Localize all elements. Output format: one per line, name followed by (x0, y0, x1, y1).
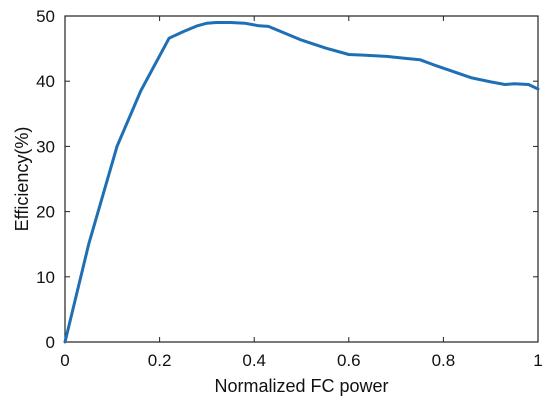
y-axis: 0 10 20 30 40 50 (36, 7, 538, 352)
axes-box (64, 15, 539, 343)
y-tick-label: 0 (46, 333, 55, 352)
x-tick-label: 0.8 (432, 351, 456, 370)
x-axis-label: Normalized FC power (214, 376, 388, 396)
y-tick-label: 30 (36, 137, 55, 156)
x-tick-label: 1 (533, 351, 542, 370)
x-tick-label: 0 (60, 351, 69, 370)
y-tick-label: 40 (36, 72, 55, 91)
y-tick-label: 50 (36, 7, 55, 26)
y-tick-label: 10 (36, 268, 55, 287)
series-group (63, 21, 540, 344)
y-tick-label: 20 (36, 203, 55, 222)
x-axis: 0 0.2 0.4 0.6 0.8 1 (60, 16, 543, 370)
x-tick-label: 0.6 (337, 351, 361, 370)
plot-frame (64, 15, 539, 343)
efficiency-series-line (63, 21, 540, 344)
y-axis-label: Efficiency(%) (12, 127, 32, 232)
x-tick-label: 0.2 (148, 351, 172, 370)
x-tick-label: 0.4 (242, 351, 266, 370)
